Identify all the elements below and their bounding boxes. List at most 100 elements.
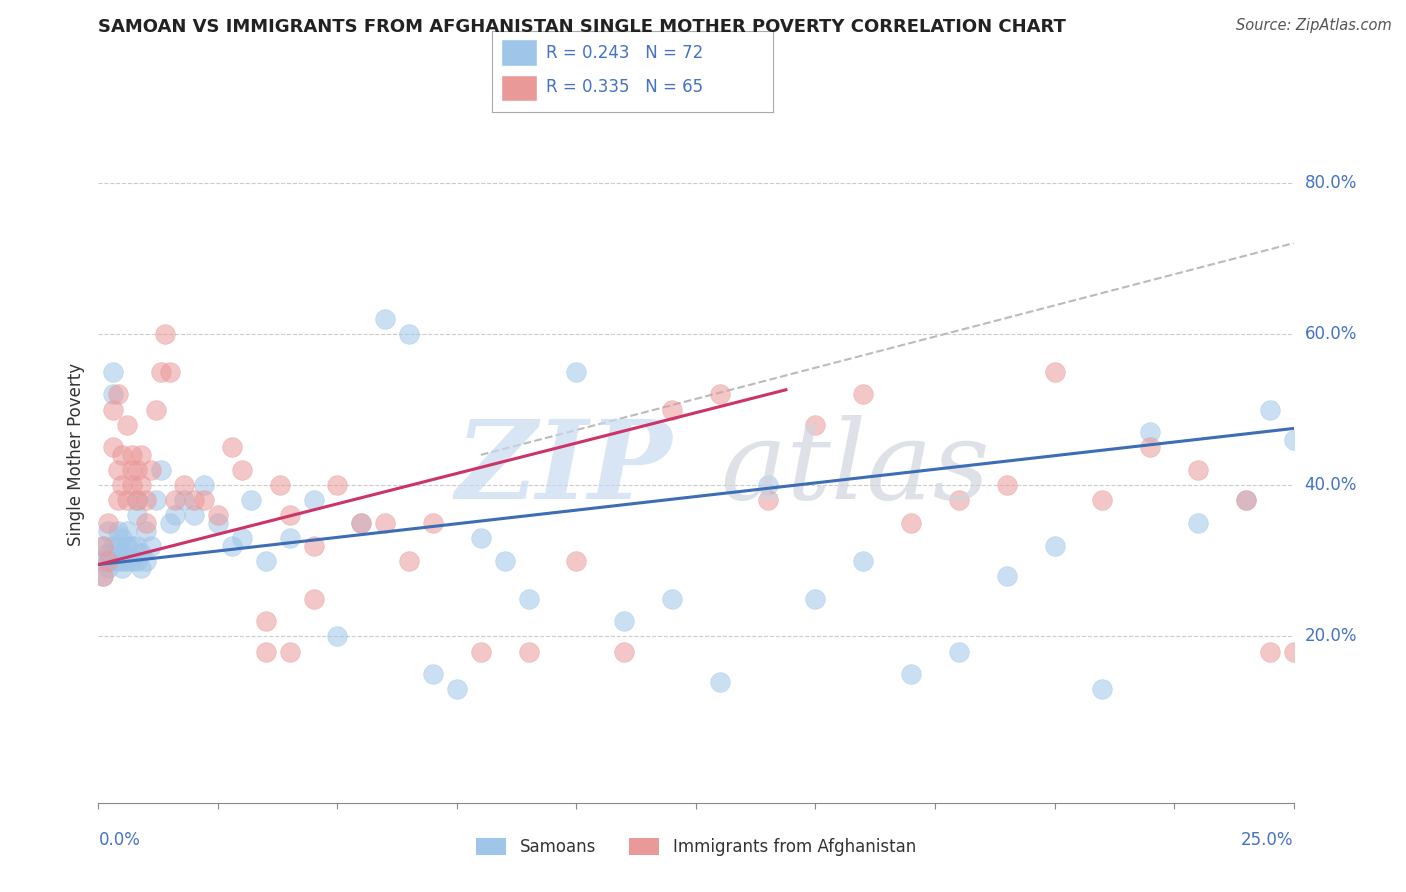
Point [163, 508, 186, 523]
Point [155, 326, 177, 341]
Point [91, 569, 114, 583]
Point [661, 591, 683, 606]
Point [193, 493, 215, 508]
Point [422, 667, 444, 681]
Point [1282, 433, 1305, 447]
Point [125, 539, 148, 553]
Point [565, 365, 588, 379]
Point [1187, 516, 1209, 530]
Point [1258, 644, 1281, 658]
Point [1139, 425, 1161, 440]
Point [121, 463, 143, 477]
Point [1282, 644, 1305, 658]
Legend: Samoans, Immigrants from Afghanistan: Samoans, Immigrants from Afghanistan [468, 830, 924, 864]
Point [101, 539, 124, 553]
Text: R = 0.335   N = 65: R = 0.335 N = 65 [546, 78, 703, 96]
Point [565, 554, 588, 568]
Bar [501, 75, 537, 101]
Point [131, 561, 153, 575]
Point [107, 387, 129, 401]
Point [115, 554, 138, 568]
Point [125, 493, 148, 508]
Text: 0.0%: 0.0% [98, 830, 141, 848]
Point [446, 682, 468, 697]
Text: 60.0%: 60.0% [1305, 325, 1357, 343]
Point [125, 508, 148, 523]
Point [374, 516, 396, 530]
Text: 25.0%: 25.0% [1241, 830, 1294, 848]
Point [91, 539, 114, 553]
Point [183, 508, 205, 523]
Text: 20.0%: 20.0% [1305, 627, 1357, 646]
Point [163, 493, 186, 508]
Point [139, 539, 162, 553]
Text: Source: ZipAtlas.com: Source: ZipAtlas.com [1236, 18, 1392, 33]
Point [350, 516, 373, 530]
Point [1091, 493, 1114, 508]
Point [131, 478, 153, 492]
Point [326, 478, 349, 492]
Point [139, 463, 162, 477]
Point [231, 463, 253, 477]
Point [115, 417, 138, 432]
Text: ZIP: ZIP [456, 415, 672, 523]
Text: 80.0%: 80.0% [1305, 174, 1357, 192]
Point [709, 674, 731, 689]
Point [1043, 539, 1066, 553]
Point [115, 493, 138, 508]
Point [709, 387, 731, 401]
Point [111, 561, 134, 575]
Point [254, 615, 277, 629]
Point [97, 546, 120, 560]
Point [145, 493, 167, 508]
Point [613, 615, 636, 629]
Point [398, 554, 420, 568]
Point [278, 644, 301, 658]
Point [121, 539, 143, 553]
Point [254, 644, 277, 658]
Point [111, 478, 134, 492]
Point [326, 629, 349, 643]
Point [278, 531, 301, 545]
Point [995, 478, 1018, 492]
Point [613, 644, 636, 658]
Point [1043, 365, 1066, 379]
Point [111, 554, 134, 568]
Point [517, 591, 540, 606]
Point [900, 516, 922, 530]
Point [1187, 463, 1209, 477]
Point [91, 554, 114, 568]
Point [254, 554, 277, 568]
Point [121, 448, 143, 462]
Bar [501, 39, 537, 66]
Point [149, 365, 172, 379]
Point [97, 561, 120, 575]
Point [1234, 493, 1257, 508]
Point [111, 546, 134, 560]
Text: 40.0%: 40.0% [1305, 476, 1357, 494]
Point [852, 387, 875, 401]
Point [278, 508, 301, 523]
Point [221, 441, 243, 455]
Point [107, 554, 129, 568]
Point [135, 493, 157, 508]
Point [135, 554, 157, 568]
Point [470, 644, 492, 658]
Point [302, 539, 325, 553]
Point [422, 516, 444, 530]
Text: atlas: atlas [720, 415, 990, 523]
Point [159, 365, 181, 379]
Point [995, 569, 1018, 583]
Point [145, 402, 167, 417]
Point [183, 493, 205, 508]
Point [107, 539, 129, 553]
Point [125, 463, 148, 477]
Point [115, 524, 138, 538]
Point [661, 402, 683, 417]
Point [97, 516, 120, 530]
Point [1258, 402, 1281, 417]
Point [852, 554, 875, 568]
Point [207, 516, 229, 530]
Point [135, 516, 157, 530]
Point [302, 493, 325, 508]
